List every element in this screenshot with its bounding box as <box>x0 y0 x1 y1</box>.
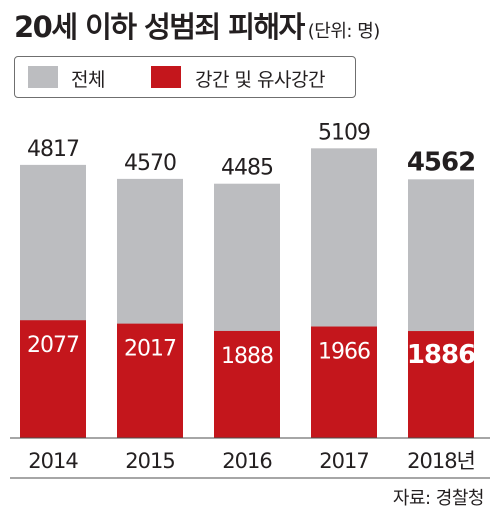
x-tick-4: 2018년 <box>407 449 475 473</box>
x-tick-2: 2016 <box>222 449 272 473</box>
x-tick-1: 2015 <box>125 449 174 473</box>
chart-title-block: 20세 이하 성범죄 피해자 (단위: 명) <box>14 4 380 46</box>
bar-rape-3 <box>311 326 377 438</box>
label-rape-3: 1966 <box>318 340 370 365</box>
legend-label-total: 전체 <box>71 69 105 91</box>
label-rape-4: 1886 <box>407 340 475 370</box>
bar-rape-4 <box>408 331 474 438</box>
label-total-1: 4570 <box>124 151 176 176</box>
bar-rape-1 <box>117 323 183 438</box>
x-tick-0: 2014 <box>28 449 78 473</box>
label-rape-2: 1888 <box>221 344 273 369</box>
bar-rape-2 <box>214 330 280 438</box>
label-total-4: 4562 <box>407 147 475 177</box>
bar-rape-0 <box>20 320 86 438</box>
source-note: 자료: 경찰청 <box>392 488 485 509</box>
legend-label-rape: 강간 및 유사강간 <box>195 69 325 91</box>
label-total-0: 4817 <box>27 137 79 162</box>
legend: 전체 강간 및 유사강간 <box>14 56 356 98</box>
chart-title: 20세 이하 성범죄 피해자 <box>14 10 305 44</box>
label-total-2: 4485 <box>221 156 273 181</box>
unit-label: (단위: 명) <box>307 21 381 42</box>
label-rape-0: 2077 <box>27 333 79 358</box>
label-total-3: 5109 <box>318 120 370 145</box>
legend-swatch-rape <box>151 66 181 88</box>
legend-swatch-total <box>28 66 58 88</box>
x-tick-3: 2017 <box>319 449 368 473</box>
label-rape-1: 2017 <box>124 337 176 362</box>
